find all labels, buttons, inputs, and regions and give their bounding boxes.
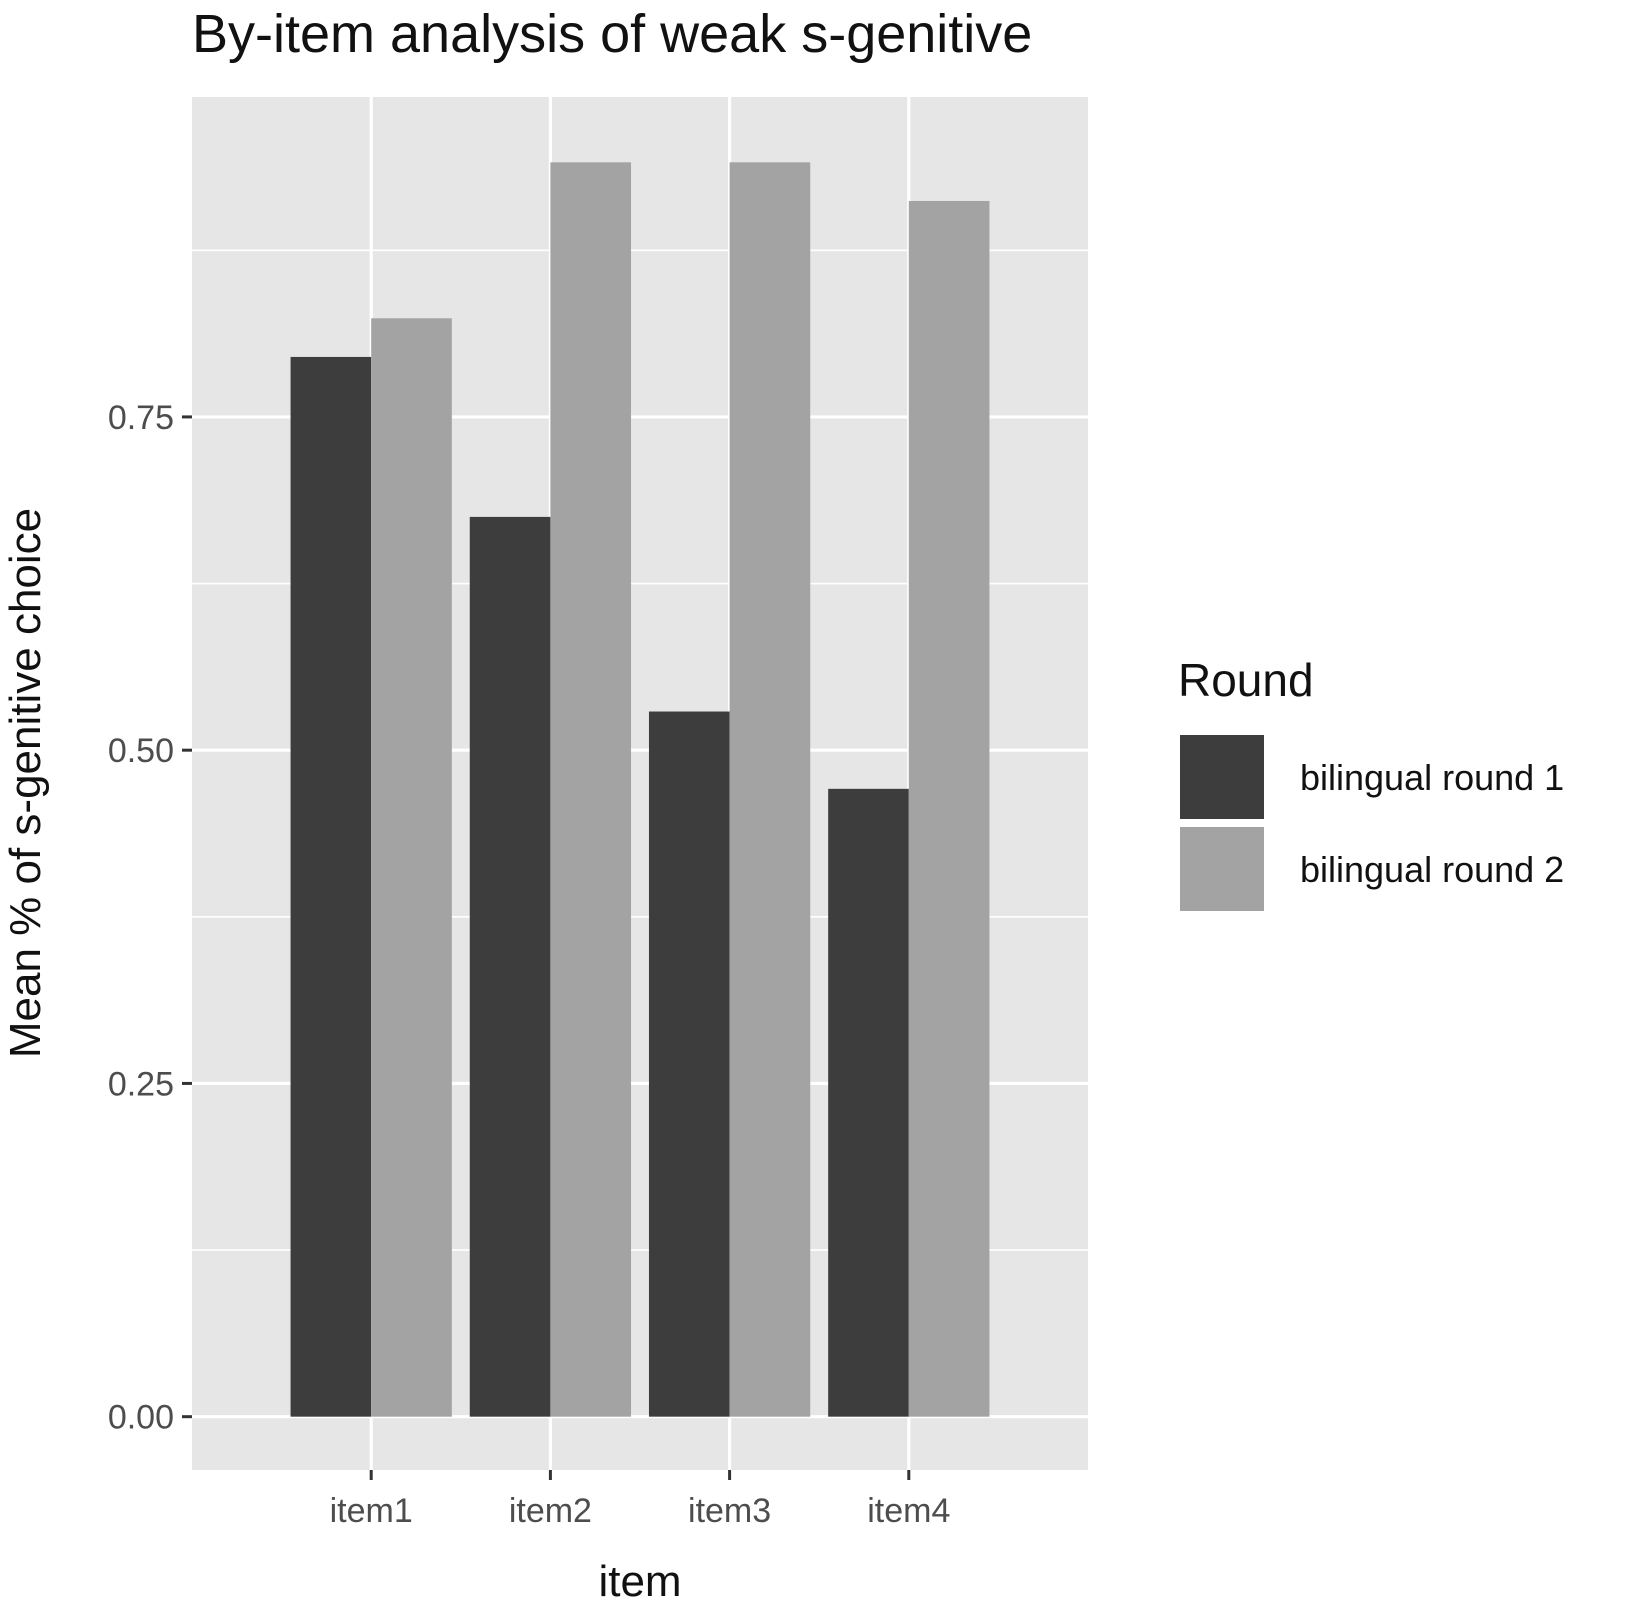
y-tick-label-2: 0.50 bbox=[108, 732, 174, 770]
legend-items: bilingual round 1 bilingual round 2 bbox=[1180, 735, 1564, 911]
legend-label-series-2: bilingual round 2 bbox=[1300, 849, 1564, 890]
bar-item2-series-2 bbox=[550, 162, 632, 1417]
bar-item3-series-1 bbox=[648, 711, 730, 1417]
legend-key-series-1 bbox=[1180, 735, 1264, 819]
bars bbox=[290, 162, 990, 1417]
x-axis-title: item bbox=[598, 1557, 681, 1606]
x-tick-label-1: item2 bbox=[509, 1492, 592, 1530]
chart-title: By-item analysis of weak s-genitive bbox=[192, 4, 1032, 64]
bar-item1-series-1 bbox=[290, 356, 372, 1417]
legend-key-series-2 bbox=[1180, 827, 1264, 911]
bar-item2-series-1 bbox=[469, 516, 551, 1417]
legend: Round bilingual round 1 bilingual round 2 bbox=[1178, 654, 1564, 911]
y-tick-label-3: 0.75 bbox=[108, 399, 174, 437]
bar-item4-series-1 bbox=[828, 788, 909, 1417]
bar-item1-series-2 bbox=[371, 318, 452, 1417]
legend-title: Round bbox=[1178, 654, 1314, 706]
x-tick-label-0: item1 bbox=[330, 1492, 413, 1530]
x-axis: item1 item2 item3 item4 bbox=[330, 1470, 950, 1530]
y-tick-label-0: 0.00 bbox=[108, 1399, 174, 1437]
legend-label-series-1: bilingual round 1 bbox=[1300, 757, 1564, 798]
bar-item3-series-2 bbox=[729, 162, 811, 1417]
y-axis-title: Mean % of s-genitive choice bbox=[1, 508, 50, 1058]
y-axis: 0.00 0.25 0.50 0.75 bbox=[108, 399, 192, 1437]
y-tick-label-1: 0.25 bbox=[108, 1065, 174, 1103]
x-tick-label-2: item3 bbox=[688, 1492, 771, 1530]
bar-item4-series-2 bbox=[908, 200, 990, 1417]
x-tick-label-3: item4 bbox=[867, 1492, 950, 1530]
